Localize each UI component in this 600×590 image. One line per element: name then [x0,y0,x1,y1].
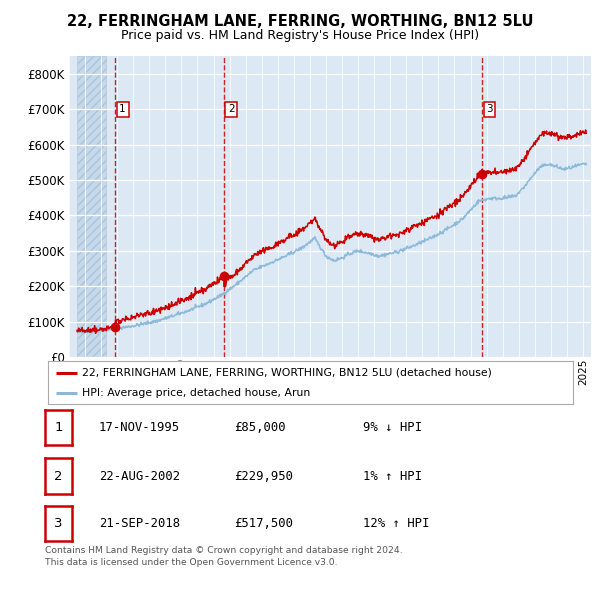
Text: 17-NOV-1995: 17-NOV-1995 [99,421,180,434]
Text: £517,500: £517,500 [234,517,293,530]
Text: 3: 3 [54,517,63,530]
Text: 2: 2 [228,104,235,114]
Text: 1: 1 [119,104,126,114]
Text: £229,950: £229,950 [234,470,293,483]
Text: Contains HM Land Registry data © Crown copyright and database right 2024.
This d: Contains HM Land Registry data © Crown c… [45,546,403,567]
Bar [77,56,106,357]
Text: 21-SEP-2018: 21-SEP-2018 [99,517,180,530]
Text: Price paid vs. HM Land Registry's House Price Index (HPI): Price paid vs. HM Land Registry's House … [121,29,479,42]
Text: 22, FERRINGHAM LANE, FERRING, WORTHING, BN12 5LU (detached house): 22, FERRINGHAM LANE, FERRING, WORTHING, … [82,368,492,378]
Text: 1: 1 [54,421,63,434]
Text: 9% ↓ HPI: 9% ↓ HPI [363,421,422,434]
Text: 12% ↑ HPI: 12% ↑ HPI [363,517,430,530]
Text: 3: 3 [486,104,493,114]
Text: £85,000: £85,000 [234,421,286,434]
Text: 22-AUG-2002: 22-AUG-2002 [99,470,180,483]
Text: 2: 2 [54,470,63,483]
Text: 1% ↑ HPI: 1% ↑ HPI [363,470,422,483]
Text: 22, FERRINGHAM LANE, FERRING, WORTHING, BN12 5LU: 22, FERRINGHAM LANE, FERRING, WORTHING, … [67,14,533,30]
Text: HPI: Average price, detached house, Arun: HPI: Average price, detached house, Arun [82,388,310,398]
